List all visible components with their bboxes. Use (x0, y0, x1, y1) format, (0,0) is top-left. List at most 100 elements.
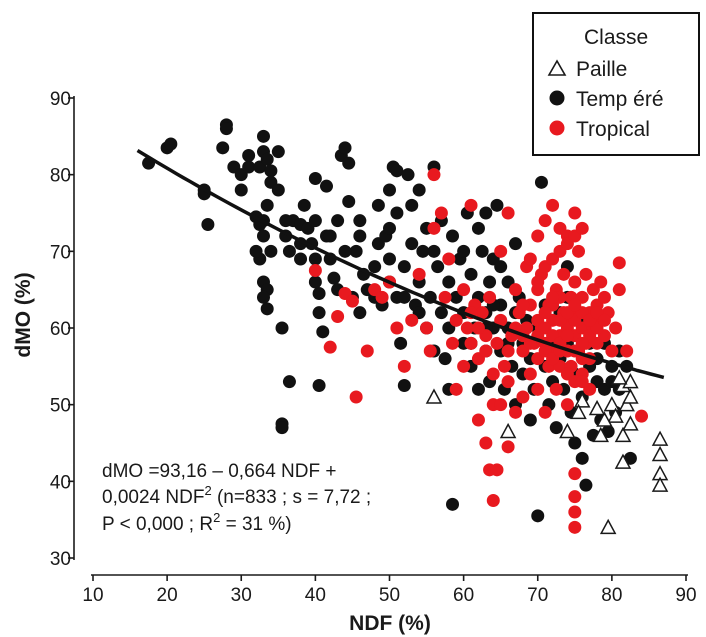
data-point-tempere (275, 421, 289, 435)
data-point-tropical (560, 398, 574, 412)
data-point-tempere (416, 244, 430, 258)
data-point-paille (603, 396, 621, 412)
data-point-tempere (338, 141, 352, 155)
equation-line-2-superscript: 2 (204, 483, 211, 498)
data-point-tropical (457, 283, 471, 297)
data-point-paille (622, 388, 639, 404)
data-point-tempere (312, 287, 326, 300)
data-point-tempere (260, 198, 274, 212)
data-point-tropical (568, 505, 582, 519)
data-point-tempere (323, 229, 337, 243)
data-point-tempere (390, 164, 404, 178)
data-point-tropical (349, 390, 363, 404)
data-point-tropical (486, 494, 500, 507)
data-point-paille (651, 445, 669, 462)
data-point-tempere (342, 195, 356, 208)
data-point-tempere (568, 436, 582, 450)
data-point-tropical (434, 206, 448, 220)
x-tick-label: 80 (601, 585, 622, 606)
y-tick-label: 80 (50, 166, 71, 187)
data-point-tropical (438, 290, 452, 304)
data-point-tropical (405, 313, 419, 327)
x-tick-label: 70 (527, 585, 548, 606)
data-point-tempere (479, 206, 493, 220)
data-point-tropical (390, 321, 404, 335)
x-tick-label: 50 (379, 585, 400, 606)
data-point-tempere (331, 214, 345, 228)
data-point-tropical (412, 267, 426, 281)
y-tick-label: 30 (50, 549, 71, 570)
data-point-tropical (323, 340, 337, 354)
data-point-paille (614, 426, 632, 443)
data-point-tropical (523, 252, 537, 266)
regression-equation: dMO =93,16 – 0,664 NDF + 0,0024 NDF2 (n=… (102, 461, 371, 535)
data-point-tropical (572, 244, 586, 258)
data-point-tropical (494, 398, 508, 412)
data-point-tropical (486, 367, 500, 381)
data-point-tempere (234, 183, 248, 197)
data-point-tropical (360, 344, 374, 358)
data-point-tropical (516, 298, 530, 312)
data-point-tempere (523, 413, 537, 427)
data-point-tropical (594, 275, 608, 289)
data-point-tropical (471, 413, 485, 427)
data-point-tempere (397, 290, 411, 304)
data-point-tropical (501, 344, 515, 358)
data-point-tempere (471, 221, 485, 235)
data-point-tropical (560, 329, 574, 343)
data-point-tropical (575, 221, 589, 235)
data-point-tropical (427, 221, 441, 235)
data-point-tempere (242, 160, 256, 174)
x-tick-label: 20 (157, 585, 178, 606)
data-point-tropical (308, 264, 322, 277)
data-point-tempere (316, 325, 330, 339)
data-point-tropical (427, 168, 441, 182)
data-point-tempere (216, 141, 230, 155)
data-point-tropical (635, 409, 649, 423)
data-point-tempere (294, 252, 308, 266)
data-point-tropical (449, 382, 463, 396)
equation-line-2: 0,0024 NDF2 (n=833 ; s = 7,72 ; (102, 483, 371, 508)
data-point-tropical (568, 467, 582, 481)
data-point-tempere (457, 244, 471, 258)
data-point-tropical (597, 290, 611, 304)
data-point-paille (651, 430, 669, 446)
data-point-tempere (338, 244, 352, 258)
data-point-tempere (249, 244, 263, 258)
equation-line-3-start: P < 0,000 ; R (102, 514, 213, 535)
data-point-tempere (275, 321, 289, 335)
data-point-tempere (256, 229, 270, 243)
data-point-tropical (475, 306, 489, 320)
data-point-tempere (242, 149, 256, 162)
data-point-paille (570, 403, 587, 420)
data-point-tempere (308, 252, 322, 266)
equation-line-2-start: 0,0024 NDF (102, 487, 204, 508)
data-point-paille (651, 476, 669, 492)
data-point-tempere (397, 260, 411, 274)
data-point-tropical (557, 267, 571, 281)
data-point-tropical (464, 198, 478, 212)
data-point-tempere (442, 275, 456, 289)
data-point-tropical (568, 206, 582, 220)
data-point-tempere (383, 252, 396, 266)
legend-red-circle-icon (549, 120, 565, 136)
y-tick-label: 50 (50, 396, 71, 417)
data-point-paille (618, 396, 635, 412)
data-point-tropical (423, 344, 437, 358)
data-point-tropical (483, 290, 497, 304)
data-point-tempere (471, 382, 485, 396)
data-point-tropical (446, 336, 460, 350)
data-point-tropical (546, 198, 560, 212)
data-point-tropical (457, 359, 471, 373)
data-point-tempere (531, 509, 545, 523)
data-point-tropical (497, 359, 511, 373)
data-point-tropical (516, 390, 530, 404)
legend-label-tropical: Tropical (576, 118, 650, 141)
data-point-tempere (534, 175, 548, 189)
data-point-tropical (579, 267, 593, 281)
y-tick-label: 60 (50, 319, 71, 340)
data-point-tempere (464, 267, 478, 281)
legend: Classe Paille Temp éré Tropical (532, 12, 700, 156)
data-point-tempere (260, 152, 274, 166)
